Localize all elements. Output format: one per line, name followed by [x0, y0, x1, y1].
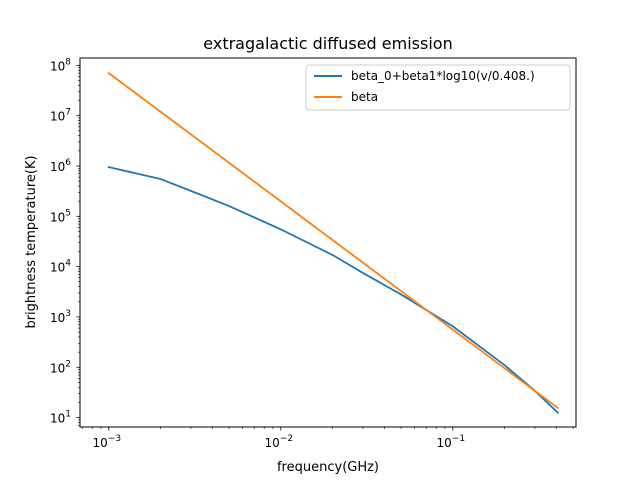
y-tick-label: 103 [50, 309, 71, 325]
y-tick-base: 10 [50, 361, 65, 375]
y-tick-label: 102 [50, 359, 71, 375]
y-tick-base: 10 [50, 210, 65, 224]
series-line-2 [107, 71, 560, 410]
x-tick-label: 10−3 [93, 434, 122, 450]
y-tick-exponent: 6 [65, 158, 71, 168]
y-tick-base: 10 [50, 311, 65, 325]
x-tick-base: 10 [93, 436, 108, 450]
y-tick-exponent: 8 [65, 57, 71, 67]
x-tick-label: 10−1 [437, 434, 466, 450]
y-tick-label: 106 [50, 158, 71, 174]
y-tick-label: 107 [50, 108, 71, 124]
y-tick-exponent: 3 [65, 309, 71, 319]
x-axis-label: frequency(GHz) [277, 460, 379, 475]
y-tick-exponent: 7 [65, 108, 71, 118]
y-tick-exponent: 4 [65, 259, 71, 269]
y-tick-exponent: 1 [65, 410, 71, 420]
y-tick-label: 104 [50, 259, 71, 275]
chart-title: extragalactic diffused emission [203, 34, 452, 53]
legend: beta_0+beta1*log10(v/0.408.) beta [305, 64, 571, 111]
x-tick-exponent: −3 [108, 434, 121, 444]
x-tick-exponent: −2 [280, 434, 293, 444]
legend-box [305, 64, 571, 111]
y-tick-base: 10 [50, 261, 65, 275]
x-tick-exponent: −1 [452, 434, 465, 444]
x-axis-ticks: 10−3 10−2 10−1 [81, 427, 574, 450]
y-tick-base: 10 [50, 412, 65, 426]
x-tick-label: 10−2 [265, 434, 294, 450]
series-line-1 [107, 166, 560, 414]
y-tick-label: 108 [50, 57, 71, 73]
legend-label-series-2: beta [351, 90, 378, 104]
series-layer [107, 71, 560, 414]
legend-label-series-1: beta_0+beta1*log10(v/0.408.) [351, 69, 535, 83]
y-tick-label: 101 [50, 410, 71, 426]
x-tick-base: 10 [437, 436, 452, 450]
y-tick-exponent: 2 [65, 359, 71, 369]
y-tick-base: 10 [50, 110, 65, 124]
x-tick-base: 10 [265, 436, 280, 450]
y-tick-base: 10 [50, 160, 65, 174]
y-tick-label: 105 [50, 208, 71, 224]
plot-area [79, 57, 577, 428]
plot-background [80, 58, 576, 427]
y-tick-base: 10 [50, 59, 65, 73]
y-axis-label: brightness temperature(K) [24, 155, 39, 328]
y-tick-exponent: 5 [65, 208, 71, 218]
